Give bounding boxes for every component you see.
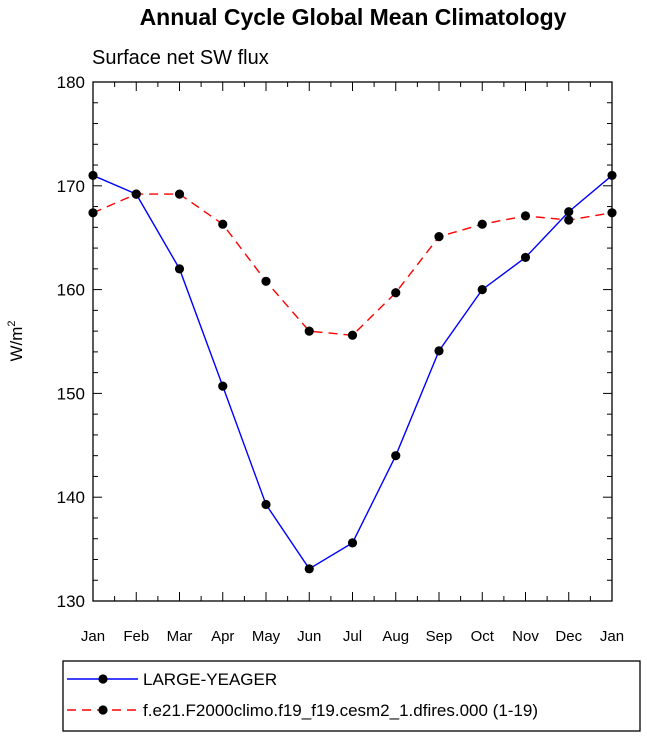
- series-2-point: [564, 215, 574, 225]
- series-1-point: [607, 170, 617, 181]
- series-2-point: [607, 208, 617, 218]
- x-tick-label: Apr: [211, 628, 234, 645]
- x-tick-label: May: [252, 628, 281, 645]
- series-2-point: [88, 208, 98, 218]
- series-1-point: [347, 538, 358, 548]
- y-tick-label: 160: [57, 281, 85, 300]
- series-line-1: [92, 174, 613, 570]
- series-1-point: [174, 264, 185, 274]
- series-2-point: [261, 276, 271, 286]
- x-tick-label: Aug: [382, 628, 409, 645]
- y-tick-label: 140: [57, 488, 85, 507]
- y-tick-label: 130: [57, 592, 85, 611]
- x-tick-label: Jan: [600, 628, 624, 645]
- x-tick-label: Jul: [343, 628, 362, 645]
- series-2-point: [477, 219, 487, 229]
- chart-subtitle: Surface net SW flux: [92, 47, 269, 69]
- series-1-point: [218, 381, 228, 391]
- y-tick-label: 150: [57, 384, 85, 403]
- series-1-point: [477, 285, 487, 295]
- legend-marker-2: [98, 705, 108, 715]
- series-1-point: [88, 170, 98, 181]
- plot-frame: [92, 81, 613, 602]
- x-tick-label: Dec: [555, 628, 582, 645]
- legend: LARGE-YEAGER f.e21.F2000climo.f19_f19.ces…: [62, 660, 641, 732]
- series-1-point: [304, 564, 314, 574]
- series-1-point: [564, 207, 574, 217]
- x-tick-label: Jan: [81, 628, 105, 645]
- series-2-point: [434, 232, 444, 242]
- y-tick-label: 180: [57, 73, 85, 92]
- series-2-point: [174, 189, 185, 199]
- x-tick-label: Oct: [471, 628, 495, 645]
- series-2-point: [347, 330, 358, 340]
- y-axis-label: W/m2: [6, 320, 26, 361]
- series-2-point: [520, 211, 531, 221]
- x-tick-label: Jun: [297, 628, 321, 645]
- series-2-point: [131, 189, 141, 199]
- x-tick-label: Sep: [426, 628, 453, 645]
- series-1-point: [434, 346, 444, 356]
- x-tick-label: Mar: [167, 628, 193, 645]
- series-2-point: [304, 326, 314, 336]
- legend-label-2: f.e21.F2000climo.f19_f19.cesm2_1.dfires.…: [143, 701, 538, 720]
- x-tick-label: Nov: [512, 628, 539, 645]
- y-tick-label: 170: [57, 177, 85, 196]
- chart-title: Annual Cycle Global Mean Climatology: [140, 4, 567, 30]
- legend-marker-1: [98, 674, 108, 684]
- legend-box: [62, 660, 641, 732]
- series-1-point: [391, 451, 401, 461]
- series-1-point: [520, 252, 531, 263]
- x-tick-label: Feb: [123, 628, 149, 645]
- series-2-point: [391, 288, 401, 298]
- series-1-point: [261, 499, 271, 510]
- series-2-point: [218, 219, 228, 229]
- legend-label-1: LARGE-YEAGER: [143, 670, 277, 689]
- plot-area: 130 140 150 160 170 180 Jan Feb Mar Apr May Jun Jul A…: [57, 73, 624, 645]
- series-line-2: [92, 193, 613, 337]
